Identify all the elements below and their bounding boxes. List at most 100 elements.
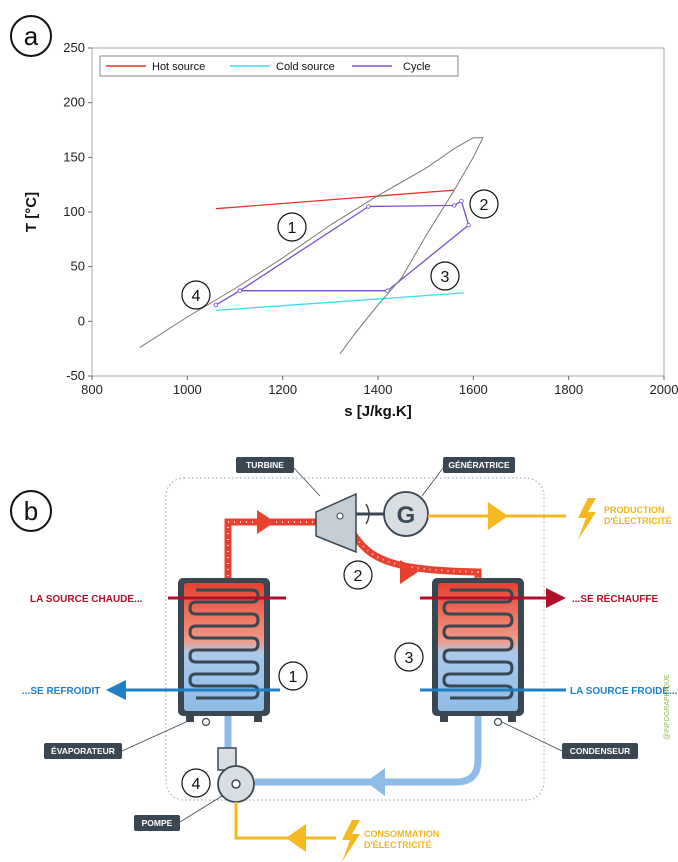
x-tick-label: 2000 xyxy=(650,382,678,397)
turbine-label: TURBINE xyxy=(246,460,284,470)
condenseur-tag: CONDENSEUR xyxy=(501,721,638,759)
series-cold-source xyxy=(215,292,464,312)
turbine-tag xyxy=(236,457,294,473)
source-chaude-label: LA SOURCE CHAUDE... xyxy=(30,594,143,605)
y-tick-label: 0 xyxy=(78,313,85,328)
x-tick-label: 800 xyxy=(81,382,103,397)
pompe-tag xyxy=(134,815,180,831)
consumption-arrow xyxy=(286,824,306,852)
se-refroidit-label: ...SE REFROIDIT xyxy=(22,686,100,697)
lightning-icon-production xyxy=(578,498,596,540)
b-number-4-label: 4 xyxy=(192,776,201,793)
hot-source-arrow: LA SOURCE CHAUDE... xyxy=(30,594,286,605)
hot-out-arrow: ...SE RÉCHAUFFE xyxy=(420,588,658,608)
hot-pipe xyxy=(224,510,482,588)
x-tick-label: 1800 xyxy=(554,382,583,397)
evaporateur-tag: ÉVAPORATEUR xyxy=(44,721,187,759)
y-axis-label: T [°C] xyxy=(23,192,40,232)
rotation-icon xyxy=(365,503,370,525)
x-tick-label: 1600 xyxy=(459,382,488,397)
b-number-2: 2 xyxy=(343,560,373,590)
evaporateur-label: ÉVAPORATEUR xyxy=(51,746,115,756)
tick-layer: 800 1000 1200 1400 1600 1800 2000-500501001502… xyxy=(63,40,678,397)
source-froide-label: LA SOURCE FROIDE... xyxy=(570,686,678,697)
panel-a-badge xyxy=(10,15,52,57)
production-line: PRODUCTION D'ÉLECTRICITÉ xyxy=(428,498,672,540)
b-number-3-label: 3 xyxy=(405,650,414,667)
cycle-point xyxy=(213,302,219,308)
cold-pipe xyxy=(224,710,482,796)
legend-label-cycle: Cycle xyxy=(403,61,431,73)
generator: G GÉNÉRATRICE xyxy=(383,457,515,537)
series-saturation-dome xyxy=(139,137,484,355)
y-tick-label: 50 xyxy=(71,259,85,274)
production-label-2: D'ÉLECTRICITÉ xyxy=(604,516,672,526)
turbine: TURBINE xyxy=(236,457,390,554)
series-layer xyxy=(139,137,484,355)
credit-text: @INFOGRAPHIQUE xyxy=(664,674,671,740)
y-tick-label: 100 xyxy=(63,204,85,219)
y-tick-label: 250 xyxy=(63,40,85,55)
x-axis-label: s [J/kg.K] xyxy=(344,403,412,420)
cycle-point xyxy=(366,204,371,209)
consumption-line: CONSOMMATION D'ÉLECTRICITÉ xyxy=(234,802,439,862)
state-point-2: 2 xyxy=(469,189,499,219)
hot-out-arrowhead xyxy=(546,588,566,608)
state-point-1-label: 1 xyxy=(288,220,297,237)
state-point-1: 1 xyxy=(277,212,307,242)
state-point-3: 3 xyxy=(430,261,460,291)
turbine-body xyxy=(315,492,357,554)
condenseur-label: CONDENSEUR xyxy=(570,746,630,756)
legend: Hot source Cold source Cycle xyxy=(99,55,459,77)
cycle-point xyxy=(452,203,457,208)
condenser xyxy=(432,578,524,727)
consommation-label-2: D'ÉLECTRICITÉ xyxy=(364,840,432,850)
pump: POMPE xyxy=(134,747,255,831)
b-number-3: 3 xyxy=(394,642,424,672)
state-point-4-label: 4 xyxy=(192,288,201,305)
panel-b: b TURBINE xyxy=(10,457,678,862)
state-point-2-label: 2 xyxy=(480,197,489,214)
cycle-point xyxy=(237,288,242,293)
pompe-label: POMPE xyxy=(142,818,173,828)
hot-arrow-2 xyxy=(400,560,418,584)
b-number-1-label: 1 xyxy=(289,669,298,686)
evaporator xyxy=(178,578,270,727)
cold-out-arrowhead xyxy=(106,680,126,700)
x-tick-label: 1400 xyxy=(364,382,393,397)
generator-letter: G xyxy=(397,502,416,529)
b-number-4: 4 xyxy=(181,768,211,798)
x-tick-label: 1000 xyxy=(173,382,202,397)
y-tick-label: -50 xyxy=(66,368,85,383)
series-hot-source xyxy=(215,189,455,210)
cold-arrow xyxy=(366,768,385,796)
consommation-label-1: CONSOMMATION xyxy=(364,829,439,839)
hot-arrow-1 xyxy=(257,510,275,534)
system-boundary xyxy=(165,477,545,801)
plot-area xyxy=(91,47,665,377)
cycle-point xyxy=(459,198,464,204)
panel-a: a 800 1000 1200 1400 1600 1800 2000-5005010015… xyxy=(10,15,678,420)
panel-b-badge xyxy=(10,490,52,532)
b-number-1: 1 xyxy=(278,661,308,691)
cold-source-arrow: LA SOURCE FROIDE... xyxy=(420,686,678,697)
production-arrow xyxy=(488,502,508,530)
y-tick-label: 150 xyxy=(63,149,85,164)
generatrice-label: GÉNÉRATRICE xyxy=(448,460,510,470)
cold-out-arrow: ...SE REFROIDIT xyxy=(22,680,280,700)
cycle-point xyxy=(385,288,390,293)
y-tick-label: 200 xyxy=(63,95,85,110)
se-rechauffe-label: ...SE RÉCHAUFFE xyxy=(572,592,658,605)
panel-a-label: a xyxy=(24,21,39,51)
condenser-coil xyxy=(442,588,514,700)
state-point-4: 4 xyxy=(181,280,211,310)
legend-label-cold: Cold source xyxy=(276,61,335,73)
b-number-2-label: 2 xyxy=(354,568,363,585)
generatrice-tag xyxy=(443,457,515,473)
x-tick-label: 1200 xyxy=(268,382,297,397)
cycle-point xyxy=(466,222,471,228)
lightning-icon-consumption xyxy=(342,820,360,862)
legend-box xyxy=(99,55,459,77)
legend-label-hot: Hot source xyxy=(152,61,205,73)
